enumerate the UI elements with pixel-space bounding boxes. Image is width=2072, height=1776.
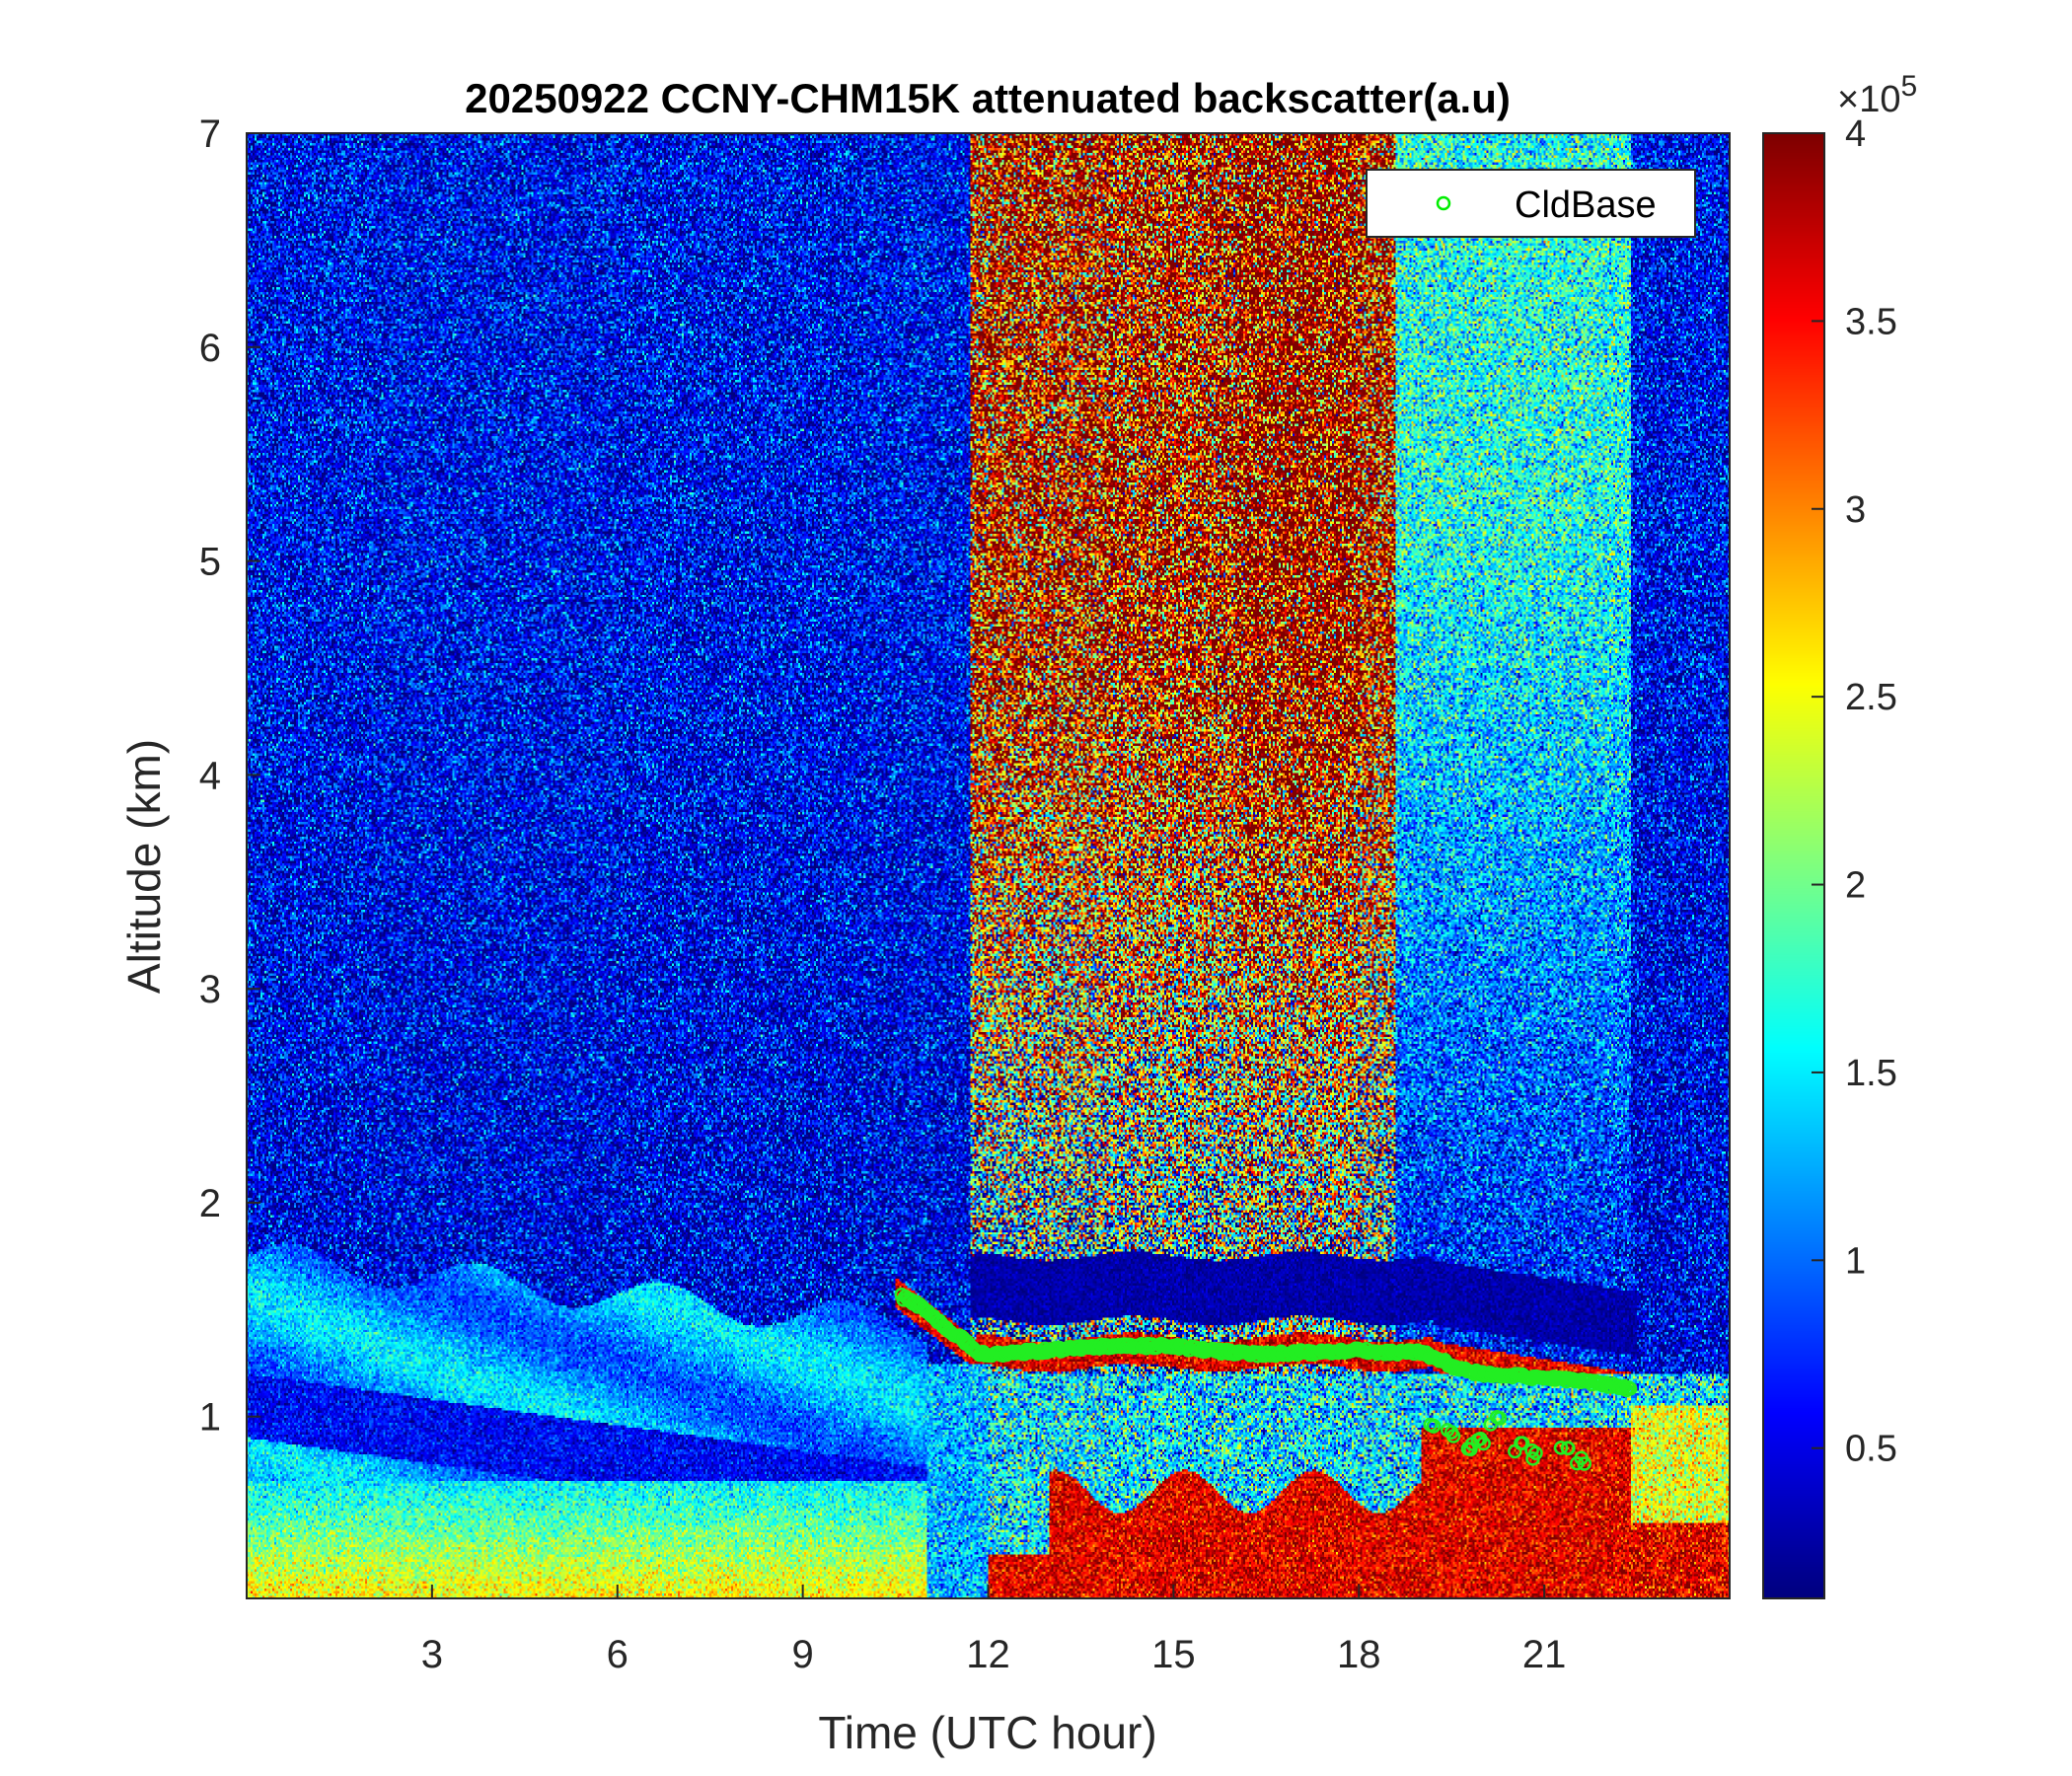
colorbar-tick-label: 1.5 xyxy=(1845,1053,1897,1094)
legend[interactable]: CldBase xyxy=(1366,169,1696,238)
legend-marker-icon xyxy=(1436,195,1451,211)
y-tick-label: 6 xyxy=(199,327,221,370)
cloud-base-marker xyxy=(1622,1381,1638,1396)
colorbar-gradient xyxy=(1763,133,1824,1598)
cloud-base-marker xyxy=(1514,1436,1528,1450)
y-tick-label: 7 xyxy=(199,112,221,156)
colorbar-tick-label: 4 xyxy=(1845,113,1866,155)
cloud-base-marker xyxy=(1553,1441,1569,1455)
cloud-base-marker xyxy=(1508,1443,1522,1459)
cloud-base-marker xyxy=(1445,1429,1461,1443)
colorbar-tick-label: 3 xyxy=(1845,489,1866,531)
colorbar-axis: 0.5 1 1.5 2 2.5 3 3.5 4 xyxy=(1812,113,1897,1470)
y-tick-label: 4 xyxy=(199,754,221,797)
x-tick-label: 21 xyxy=(1522,1633,1567,1676)
y-axis: 1 2 3 4 5 6 7 xyxy=(199,112,260,1440)
y-tick-label: 2 xyxy=(199,1182,221,1225)
colorbar-exponent: ×105 xyxy=(1837,70,1917,120)
colorbar-tick-label: 1 xyxy=(1845,1240,1866,1282)
cloud-base-marker xyxy=(1483,1417,1498,1432)
cloud-base-marker xyxy=(1525,1451,1540,1466)
cloud-base-marker xyxy=(1470,1433,1486,1447)
legend-box xyxy=(1366,169,1696,238)
legend-entry-cldbase: CldBase xyxy=(1515,185,1657,226)
x-tick-label: 18 xyxy=(1337,1633,1381,1676)
cloud-base-marker xyxy=(1460,1442,1476,1456)
colorbar-tick-label: 3.5 xyxy=(1845,301,1897,342)
cloud-base-marker xyxy=(1524,1443,1539,1458)
y-tick-label: 5 xyxy=(199,541,221,584)
colorbar-tick-label: 0.5 xyxy=(1845,1429,1897,1470)
cloud-base-marker xyxy=(1577,1456,1592,1471)
y-tick-label: 3 xyxy=(199,968,221,1011)
colorbar-frame xyxy=(1762,132,1825,1599)
y-tick-label: 1 xyxy=(199,1396,221,1440)
cloud-base-markers xyxy=(894,1287,1638,1471)
cloud-base-marker xyxy=(1561,1441,1576,1456)
x-axis: 3 6 9 12 15 18 21 xyxy=(421,1585,1567,1676)
x-tick-label: 3 xyxy=(421,1633,443,1676)
colorbar-tick-label: 2.5 xyxy=(1845,677,1897,718)
x-tick-label: 6 xyxy=(607,1633,629,1676)
cloud-base-marker xyxy=(1426,1419,1442,1434)
x-tick-label: 12 xyxy=(966,1633,1010,1676)
x-tick-label: 15 xyxy=(1151,1633,1196,1676)
y-axis-label: Altitude (km) xyxy=(118,739,170,994)
x-tick-label: 9 xyxy=(792,1633,814,1676)
chart-title: 20250922 CCNY-CHM15K attenuated backscat… xyxy=(465,75,1511,121)
x-axis-label: Time (UTC hour) xyxy=(818,1707,1156,1758)
colorbar-tick-label: 2 xyxy=(1845,865,1866,907)
